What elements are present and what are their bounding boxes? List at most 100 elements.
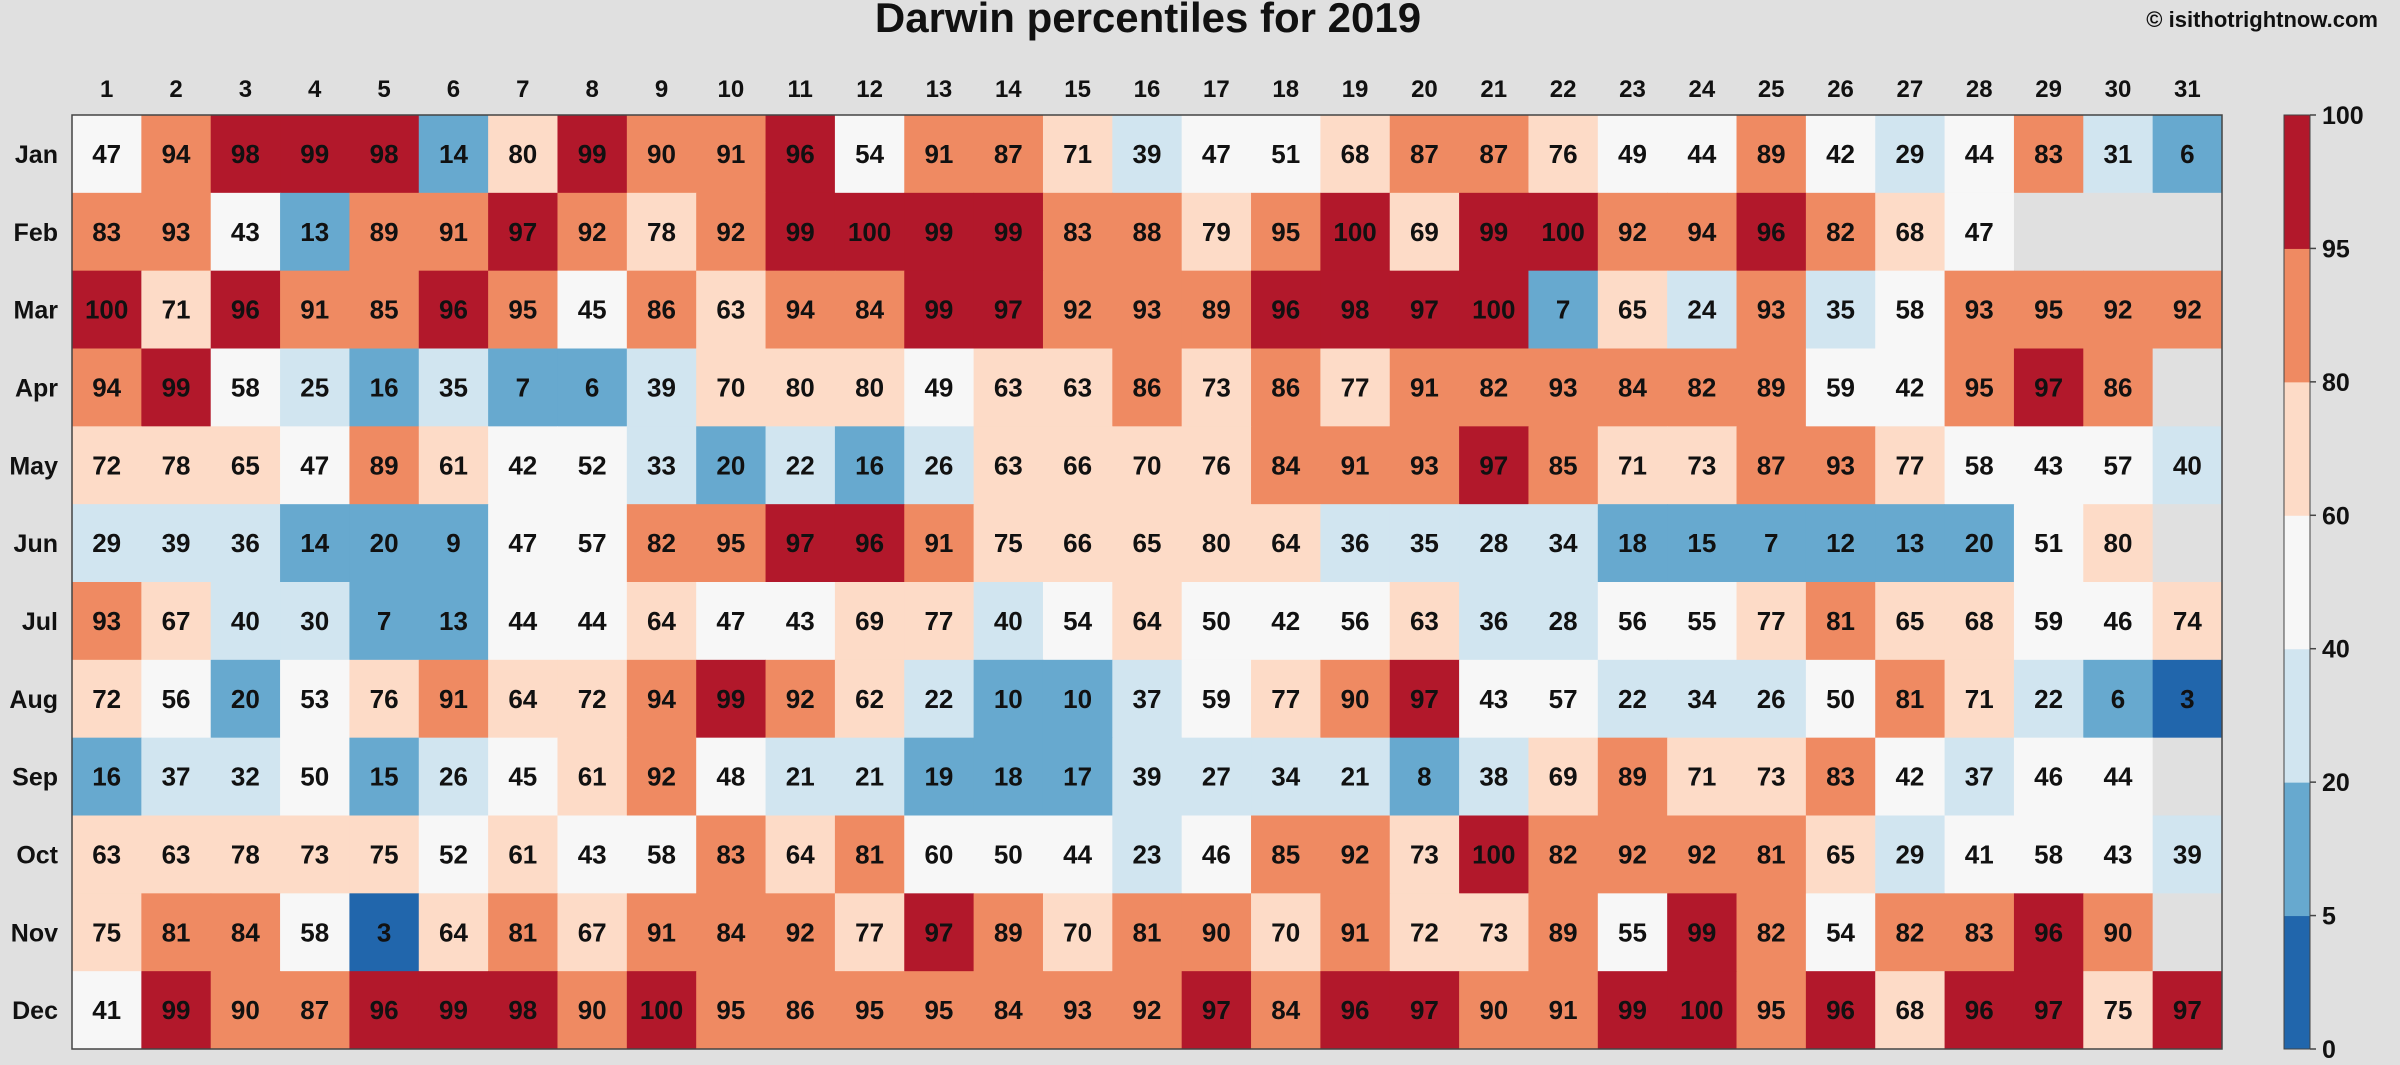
heatmap-cell bbox=[1251, 582, 1321, 661]
heatmap-cell bbox=[2152, 426, 2223, 505]
cell-value-label: 93 bbox=[162, 217, 191, 247]
cell-value-label: 94 bbox=[647, 684, 676, 714]
heatmap-cell bbox=[2083, 582, 2154, 661]
x-tick-label: 12 bbox=[856, 76, 883, 103]
heatmap-cell bbox=[1667, 426, 1738, 505]
heatmap-cell bbox=[834, 971, 905, 1050]
cell-value-label: 78 bbox=[162, 450, 191, 480]
cell-value-label: 80 bbox=[855, 372, 884, 402]
cell-value-label: 83 bbox=[92, 217, 121, 247]
cell-value-label: 40 bbox=[994, 606, 1023, 636]
cell-value-label: 57 bbox=[1549, 684, 1578, 714]
heatmap-cell bbox=[72, 659, 142, 739]
cell-value-label: 56 bbox=[1341, 606, 1370, 636]
cell-value-label: 22 bbox=[786, 450, 815, 480]
x-tick-label: 9 bbox=[655, 76, 668, 103]
y-tick-label: Oct bbox=[16, 841, 58, 869]
heatmap-cell bbox=[1736, 115, 1807, 194]
heatmap-cell bbox=[2013, 426, 2084, 505]
cell-value-label: 29 bbox=[92, 528, 121, 558]
heatmap-cell bbox=[2083, 270, 2154, 349]
cell-value-label: 37 bbox=[1133, 684, 1162, 714]
heatmap-cell bbox=[1112, 582, 1183, 661]
heatmap-cell bbox=[488, 659, 558, 739]
cell-value-label: 36 bbox=[1479, 606, 1508, 636]
cell-value-label: 69 bbox=[1410, 217, 1439, 247]
colorbar-tick-label: 0 bbox=[2322, 1036, 2336, 1060]
heatmap-cell bbox=[72, 270, 142, 349]
cell-value-label: 50 bbox=[1826, 684, 1855, 714]
cell-value-label: 49 bbox=[1618, 139, 1647, 169]
cell-value-label: 52 bbox=[578, 450, 607, 480]
cell-value-label: 83 bbox=[1965, 917, 1994, 947]
heatmap-cell bbox=[1320, 582, 1391, 661]
heatmap-cell bbox=[72, 893, 142, 972]
heatmap-cell bbox=[418, 971, 489, 1050]
heatmap-cell bbox=[1251, 426, 1321, 505]
heatmap-cell bbox=[1251, 815, 1321, 894]
heatmap-cell bbox=[280, 815, 350, 894]
heatmap-cell bbox=[1944, 659, 2015, 739]
heatmap-cell bbox=[1459, 348, 1529, 427]
heatmap-cell bbox=[557, 737, 628, 816]
heatmap-cell bbox=[696, 815, 767, 894]
heatmap-cell bbox=[488, 348, 558, 427]
cell-value-label: 37 bbox=[1965, 762, 1994, 792]
x-tick-label: 3 bbox=[239, 76, 252, 103]
cell-value-label: 22 bbox=[924, 684, 953, 714]
heatmap-cell bbox=[1181, 893, 1252, 972]
cell-value-label: 76 bbox=[1202, 450, 1231, 480]
heatmap-cell bbox=[1875, 659, 1946, 739]
cell-value-label: 9 bbox=[446, 528, 460, 558]
heatmap-cell bbox=[1736, 893, 1807, 972]
heatmap-cell bbox=[1667, 737, 1738, 816]
heatmap-cell bbox=[1944, 893, 2015, 972]
cell-value-label: 82 bbox=[1826, 217, 1855, 247]
colorbar-border bbox=[2283, 114, 2311, 1050]
cell-value-label: 77 bbox=[924, 606, 953, 636]
cell-value-label: 95 bbox=[1965, 372, 1994, 402]
cell-value-label: 72 bbox=[92, 450, 121, 480]
cell-value-label: 68 bbox=[1895, 217, 1924, 247]
heatmap-cell bbox=[1667, 893, 1738, 972]
cell-value-label: 43 bbox=[2104, 839, 2133, 869]
heatmap-cell bbox=[141, 348, 212, 427]
cell-value-label: 47 bbox=[300, 450, 329, 480]
heatmap-cell bbox=[557, 426, 628, 505]
y-axis-labels: Jan Feb Mar Apr May Jun Jul Aug Sep Oct Nov Dec bbox=[9, 141, 58, 1025]
heatmap-cell bbox=[973, 971, 1044, 1050]
cell-value-label: 89 bbox=[1549, 917, 1578, 947]
cell-value-label: 88 bbox=[1133, 217, 1162, 247]
cell-value-label: 77 bbox=[1341, 372, 1370, 402]
cell-value-label: 47 bbox=[1965, 217, 1994, 247]
heatmap-cell bbox=[2013, 348, 2084, 427]
cell-value-label: 81 bbox=[1826, 606, 1855, 636]
heatmap-cell bbox=[1251, 659, 1321, 739]
cell-value-label: 71 bbox=[1618, 450, 1647, 480]
cell-value-label: 92 bbox=[1687, 839, 1716, 869]
cell-value-label: 17 bbox=[1063, 762, 1092, 792]
heatmap-cell bbox=[1181, 115, 1252, 194]
heatmap-cell bbox=[1667, 582, 1738, 661]
cell-value-label: 99 bbox=[439, 995, 468, 1025]
cell-value-label: 99 bbox=[162, 372, 191, 402]
x-tick-label: 11 bbox=[788, 76, 813, 103]
heatmap-cell bbox=[696, 893, 767, 972]
heatmap-cell bbox=[1597, 582, 1668, 661]
heatmap-cell bbox=[72, 582, 142, 661]
heatmap-cell bbox=[1320, 348, 1391, 427]
heatmap-cell bbox=[1875, 504, 1946, 583]
y-tick-label: Aug bbox=[9, 686, 58, 714]
cell-value-label: 55 bbox=[1618, 917, 1647, 947]
heatmap-cell bbox=[1389, 115, 1460, 194]
heatmap-cell bbox=[1459, 582, 1529, 661]
x-tick-label: 7 bbox=[516, 76, 529, 103]
heatmap-cell bbox=[626, 737, 697, 816]
heatmap-cell bbox=[1597, 192, 1668, 272]
heatmap-cell bbox=[696, 971, 767, 1050]
heatmap-cell bbox=[488, 971, 558, 1050]
heatmap-cell bbox=[280, 348, 350, 427]
heatmap-cell bbox=[696, 426, 767, 505]
colorbar-tick-label: 20 bbox=[2322, 769, 2350, 797]
cell-value-label: 91 bbox=[439, 684, 468, 714]
